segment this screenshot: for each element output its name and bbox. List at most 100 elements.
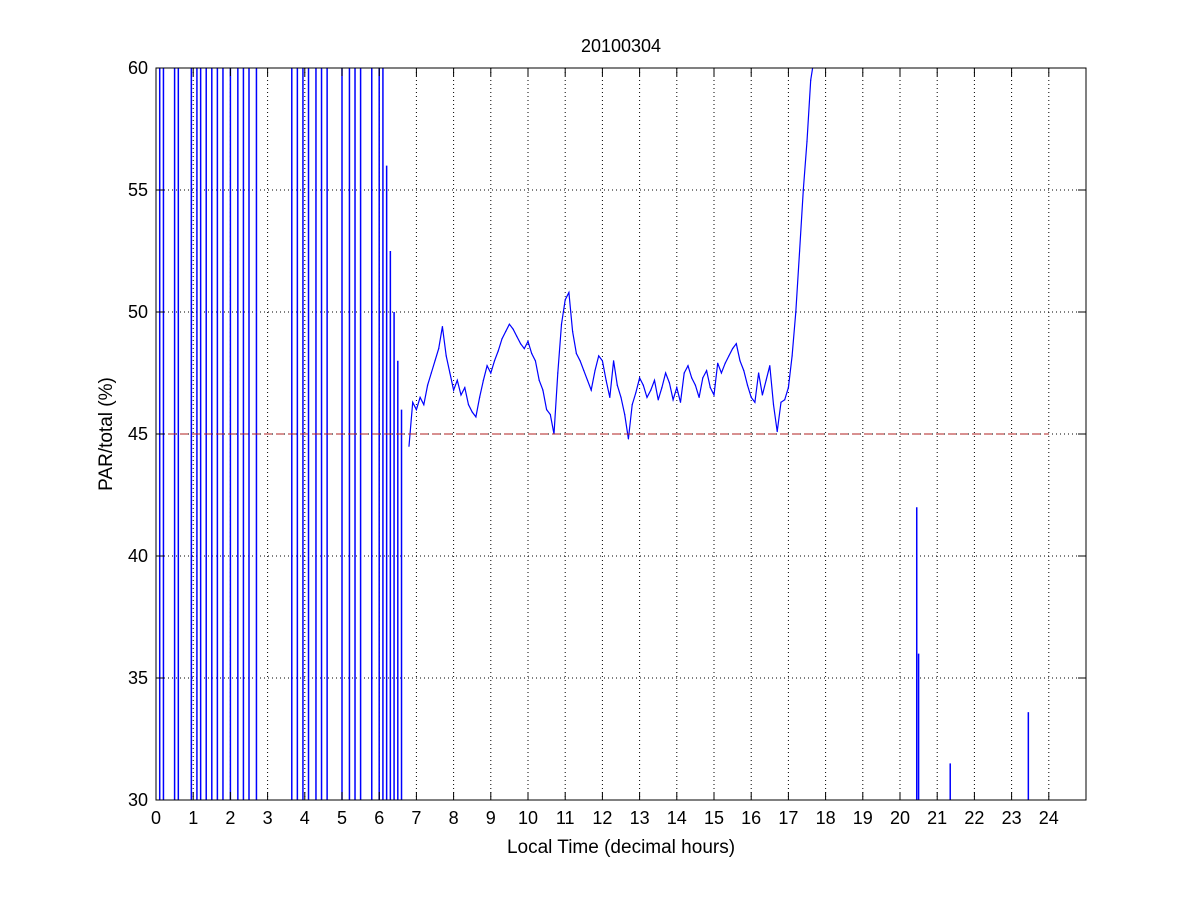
series-point bbox=[668, 382, 670, 384]
series-point bbox=[601, 360, 604, 362]
series-point bbox=[798, 250, 801, 252]
series-point bbox=[486, 365, 488, 367]
series-point bbox=[754, 401, 756, 403]
series-point bbox=[412, 401, 414, 403]
series-point bbox=[460, 394, 462, 396]
series-point bbox=[523, 348, 525, 350]
series-point bbox=[557, 372, 559, 374]
x-tick-label: 6 bbox=[374, 808, 384, 828]
series-point bbox=[572, 330, 574, 333]
series-point bbox=[746, 384, 749, 386]
series-point bbox=[627, 438, 630, 440]
series-point bbox=[750, 396, 752, 398]
series-point bbox=[631, 404, 633, 406]
series-point bbox=[579, 360, 581, 362]
series-line bbox=[408, 68, 814, 447]
x-tick-label: 21 bbox=[927, 808, 947, 828]
x-tick-label: 0 bbox=[151, 808, 161, 828]
x-tick-label: 14 bbox=[667, 808, 687, 828]
series-point bbox=[795, 311, 797, 313]
series-point bbox=[791, 355, 793, 357]
series-point bbox=[758, 372, 760, 374]
x-tick-label: 18 bbox=[816, 808, 836, 828]
x-axis-label: Local Time (decimal hours) bbox=[507, 837, 735, 858]
data-layer bbox=[156, 68, 1049, 800]
x-tick-label: 2 bbox=[225, 808, 235, 828]
x-tick-label: 24 bbox=[1039, 808, 1059, 828]
series-point bbox=[620, 396, 622, 398]
series-point bbox=[438, 348, 440, 350]
x-tick-label: 22 bbox=[964, 808, 984, 828]
series-point bbox=[549, 413, 551, 416]
series-point bbox=[445, 355, 447, 357]
series-point bbox=[698, 396, 700, 398]
series-point bbox=[739, 360, 741, 362]
series-point bbox=[665, 372, 667, 374]
series-point bbox=[657, 399, 659, 401]
series-point bbox=[802, 189, 804, 191]
series-point bbox=[586, 379, 589, 381]
series-point bbox=[705, 369, 708, 372]
series-point bbox=[482, 379, 484, 381]
series-point bbox=[453, 389, 455, 391]
series-point bbox=[441, 326, 444, 328]
series-point bbox=[728, 355, 730, 357]
series-point bbox=[691, 377, 693, 379]
series-point bbox=[560, 323, 563, 325]
series-point bbox=[653, 379, 656, 381]
x-tick-label: 23 bbox=[1002, 808, 1022, 828]
series-point bbox=[720, 372, 723, 374]
series-point bbox=[772, 404, 775, 406]
x-tick-label: 11 bbox=[556, 808, 575, 828]
series-point bbox=[616, 384, 618, 386]
series-point bbox=[661, 387, 663, 389]
x-tick-label: 7 bbox=[411, 808, 421, 828]
series-point bbox=[724, 362, 726, 364]
series-point bbox=[672, 399, 674, 401]
y-tick-label: 50 bbox=[128, 302, 148, 322]
series-point bbox=[430, 372, 432, 374]
series-point bbox=[784, 399, 786, 401]
x-tick-label: 20 bbox=[890, 808, 910, 828]
x-tick-label: 9 bbox=[486, 808, 496, 828]
series-point bbox=[642, 384, 644, 386]
y-tick-label: 60 bbox=[128, 58, 148, 78]
series-point bbox=[687, 365, 689, 367]
series-point bbox=[534, 360, 537, 362]
x-tick-label: 3 bbox=[263, 808, 273, 828]
series-point bbox=[583, 369, 585, 372]
series-point bbox=[508, 323, 510, 325]
x-tick-label: 13 bbox=[630, 808, 650, 828]
series-point bbox=[423, 404, 425, 406]
series-point bbox=[732, 348, 734, 350]
series-point bbox=[501, 338, 503, 340]
series-point bbox=[519, 343, 522, 345]
series-point bbox=[676, 387, 678, 389]
series-point bbox=[471, 411, 473, 413]
series-point bbox=[467, 404, 470, 406]
series-point bbox=[456, 379, 458, 381]
x-tick-label: 12 bbox=[592, 808, 612, 828]
series-point bbox=[810, 79, 812, 81]
series-point bbox=[780, 401, 782, 403]
series-point bbox=[531, 352, 533, 355]
series-point bbox=[679, 401, 682, 403]
x-tick-label: 8 bbox=[449, 808, 459, 828]
series-point bbox=[426, 384, 429, 386]
series-point bbox=[493, 360, 496, 362]
series-point bbox=[650, 389, 652, 391]
series-point bbox=[546, 409, 548, 411]
series-point bbox=[765, 379, 767, 381]
series-point bbox=[527, 340, 529, 342]
series-point bbox=[612, 360, 615, 362]
series-point bbox=[761, 394, 763, 396]
series-point bbox=[490, 372, 492, 374]
chart-title: 20100304 bbox=[581, 36, 661, 56]
series-point bbox=[743, 369, 745, 372]
series-point bbox=[475, 416, 477, 418]
series-point bbox=[639, 377, 641, 379]
y-tick-label: 55 bbox=[128, 180, 148, 200]
series-point bbox=[594, 369, 596, 372]
